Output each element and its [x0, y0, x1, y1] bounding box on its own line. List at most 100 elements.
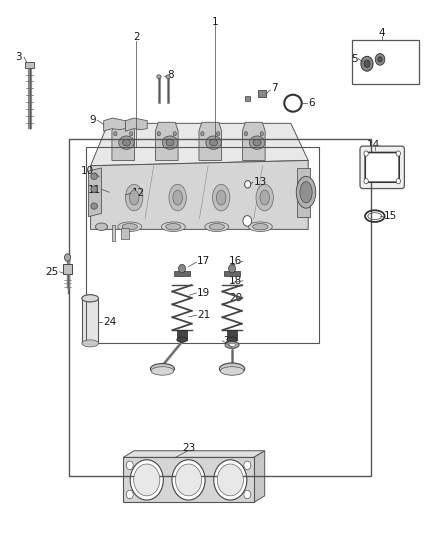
Ellipse shape	[157, 75, 161, 78]
Text: 7: 7	[271, 83, 278, 93]
Circle shape	[244, 461, 251, 470]
Text: 3: 3	[15, 52, 22, 62]
Text: 5: 5	[351, 54, 358, 63]
Circle shape	[130, 132, 133, 136]
Circle shape	[229, 264, 236, 273]
Ellipse shape	[91, 173, 97, 180]
Circle shape	[201, 132, 204, 136]
Circle shape	[375, 53, 385, 65]
Ellipse shape	[206, 136, 221, 149]
Circle shape	[378, 56, 382, 62]
Text: 25: 25	[46, 267, 59, 277]
Ellipse shape	[296, 176, 316, 208]
Text: 21: 21	[197, 310, 211, 320]
Ellipse shape	[173, 190, 183, 205]
Ellipse shape	[166, 75, 170, 78]
Polygon shape	[123, 451, 265, 457]
Bar	[174, 271, 190, 276]
Ellipse shape	[125, 184, 143, 211]
Ellipse shape	[253, 139, 261, 146]
Circle shape	[243, 216, 252, 226]
Text: 1: 1	[212, 17, 218, 27]
Circle shape	[179, 264, 185, 273]
Polygon shape	[199, 122, 222, 160]
Polygon shape	[91, 160, 308, 229]
Ellipse shape	[161, 222, 185, 231]
Ellipse shape	[82, 340, 99, 347]
Ellipse shape	[82, 295, 99, 302]
Text: 9: 9	[90, 115, 96, 125]
Circle shape	[64, 254, 71, 261]
Ellipse shape	[119, 136, 134, 149]
Ellipse shape	[151, 367, 174, 375]
Ellipse shape	[248, 222, 272, 231]
Ellipse shape	[216, 190, 226, 205]
Circle shape	[364, 179, 368, 184]
Circle shape	[216, 132, 220, 136]
Bar	[86, 147, 319, 343]
Ellipse shape	[129, 190, 139, 205]
Circle shape	[173, 132, 177, 136]
Ellipse shape	[256, 184, 273, 211]
Text: 6: 6	[308, 98, 315, 108]
Circle shape	[364, 60, 370, 68]
Text: 22: 22	[223, 336, 237, 346]
Ellipse shape	[253, 223, 268, 230]
Ellipse shape	[219, 363, 245, 375]
Circle shape	[217, 464, 244, 496]
Ellipse shape	[205, 222, 229, 231]
Circle shape	[245, 181, 251, 188]
Polygon shape	[254, 451, 265, 503]
Text: 2: 2	[133, 33, 140, 43]
Text: 20: 20	[229, 293, 242, 303]
Ellipse shape	[249, 136, 265, 149]
Text: 24: 24	[103, 317, 117, 327]
Bar	[112, 225, 115, 241]
Ellipse shape	[209, 223, 224, 230]
Polygon shape	[88, 168, 102, 216]
Ellipse shape	[212, 184, 230, 211]
Polygon shape	[243, 122, 265, 160]
Circle shape	[126, 490, 133, 499]
Text: 11: 11	[88, 184, 102, 195]
Bar	[121, 228, 129, 239]
Circle shape	[244, 490, 251, 499]
Circle shape	[157, 132, 161, 136]
Ellipse shape	[177, 337, 187, 342]
Bar	[352, 39, 419, 84]
Circle shape	[214, 460, 247, 500]
Polygon shape	[297, 168, 311, 216]
Text: 17: 17	[197, 256, 211, 266]
Ellipse shape	[91, 186, 97, 192]
Ellipse shape	[82, 295, 99, 302]
Ellipse shape	[123, 139, 131, 146]
Text: 23: 23	[182, 443, 195, 453]
Circle shape	[126, 461, 133, 470]
Bar	[245, 96, 251, 101]
Ellipse shape	[229, 343, 236, 346]
Ellipse shape	[169, 184, 186, 211]
Bar	[123, 457, 254, 503]
Circle shape	[361, 56, 373, 71]
Circle shape	[260, 132, 263, 136]
Circle shape	[130, 460, 163, 500]
Text: 4: 4	[379, 28, 385, 38]
Ellipse shape	[260, 190, 269, 205]
Polygon shape	[91, 123, 308, 166]
Circle shape	[172, 460, 205, 500]
Bar	[82, 298, 99, 343]
Bar	[227, 330, 237, 340]
Circle shape	[113, 132, 117, 136]
Text: 18: 18	[229, 276, 242, 286]
Ellipse shape	[210, 139, 218, 146]
Ellipse shape	[122, 223, 138, 230]
Bar	[258, 91, 266, 97]
Circle shape	[134, 464, 160, 496]
Text: 14: 14	[367, 140, 380, 150]
Circle shape	[364, 151, 368, 156]
Ellipse shape	[162, 136, 178, 149]
Ellipse shape	[150, 364, 174, 374]
Ellipse shape	[91, 203, 97, 209]
Text: 16: 16	[229, 256, 242, 266]
Polygon shape	[125, 118, 147, 131]
